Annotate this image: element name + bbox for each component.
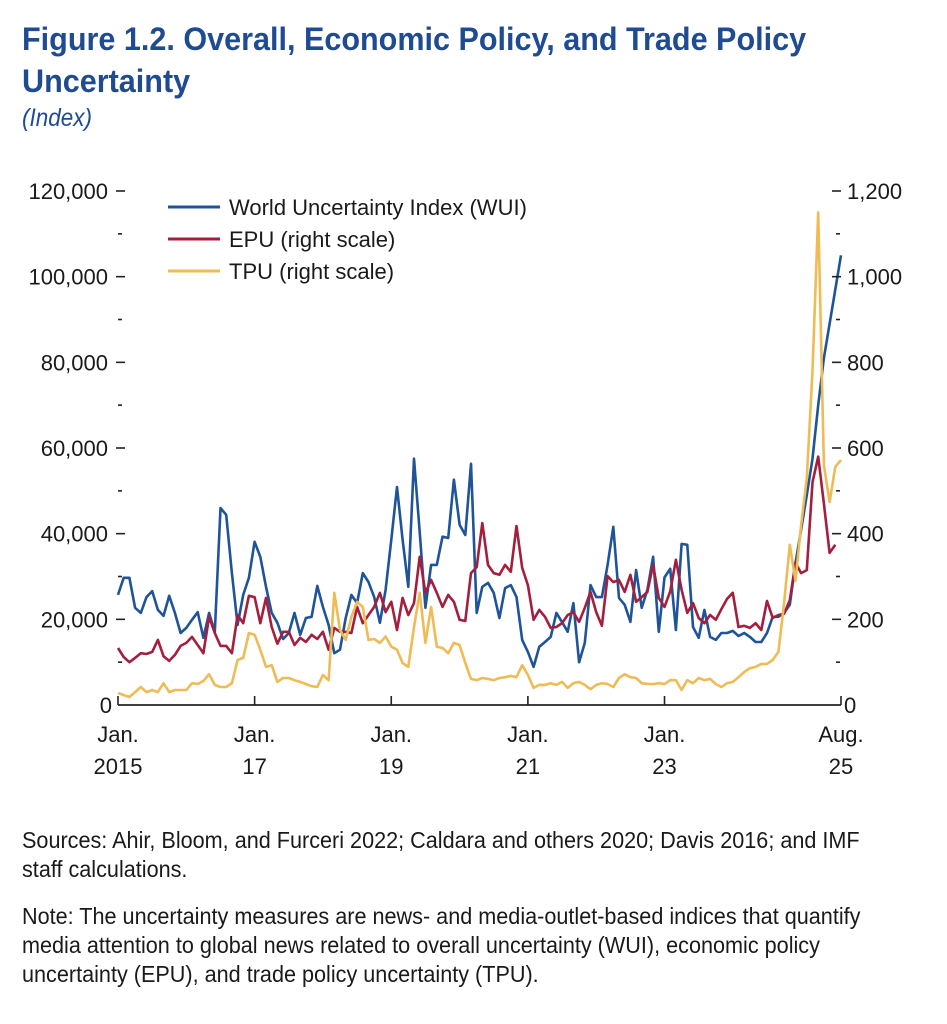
- x-tick-label-month: Aug.: [818, 722, 863, 747]
- legend-label-epu: EPU (right scale): [229, 227, 395, 252]
- x-tick-label-month: Jan.: [97, 722, 139, 747]
- x-tick-label-year: 17: [242, 754, 266, 779]
- plot-lines: [116, 211, 843, 699]
- methodology-note: Note: The uncertainty measures are news-…: [22, 902, 914, 989]
- figure-title-line-1: Figure 1.2. Overall, Economic Policy, an…: [22, 21, 807, 57]
- y-left-tick-label: 80,000: [41, 350, 108, 375]
- x-tick-label-month: Jan.: [370, 722, 412, 747]
- series-line-epu: [116, 455, 837, 664]
- x-tick-label-year: 23: [652, 754, 676, 779]
- y-right-tick-label: 400: [847, 522, 884, 547]
- series-line-tpu: [117, 211, 842, 699]
- y-left-tick-label: 0: [100, 693, 112, 718]
- note-line: uncertainty (EPU), and trade policy unce…: [22, 961, 539, 987]
- y-left-tick-label: 60,000: [41, 436, 108, 461]
- y-left-tick-label: 40,000: [41, 522, 108, 547]
- note-line: media attention to global news related t…: [22, 932, 820, 958]
- figure-subtitle: (Index): [22, 104, 93, 132]
- y-right-tick-label: 600: [847, 436, 884, 461]
- series-line-wui: [116, 255, 843, 669]
- x-tick-label-year: 21: [516, 754, 540, 779]
- x-tick-label-month: Jan.: [644, 722, 686, 747]
- x-tick-label-year: 2015: [94, 754, 143, 779]
- x-tick-label-month: Jan.: [234, 722, 276, 747]
- y-left-tick-label: 20,000: [41, 607, 108, 632]
- figure-title-line-2: Uncertainty: [22, 63, 191, 99]
- sources-note: Sources: Ahir, Bloom, and Furceri 2022; …: [22, 826, 913, 884]
- y-right-tick-label: 1,000: [847, 265, 902, 290]
- y-right-tick-label: 200: [847, 607, 884, 632]
- y-right-tick-label: 0: [844, 693, 856, 718]
- x-tick-label-year: 25: [829, 754, 853, 779]
- figure-title: Figure 1.2. Overall, Economic Policy, an…: [22, 18, 843, 102]
- chart: Jan. 2015 Jan. 17 Jan. 19 Jan. 21 Jan. 23 Aug. 25 0 2…: [28, 179, 902, 779]
- legend-label-tpu: TPU (right scale): [229, 259, 394, 284]
- y-left-tick-label: 100,000: [28, 265, 108, 290]
- y-right-tick-label: 1,200: [847, 179, 902, 204]
- x-tick-label-year: 19: [379, 754, 403, 779]
- y-left-tick-label: 120,000: [28, 179, 108, 204]
- axes: Jan. 2015 Jan. 17 Jan. 19 Jan. 21 Jan. 23 Aug. 25 0 2…: [28, 179, 902, 779]
- y-right-tick-label: 800: [847, 350, 884, 375]
- sources-line: Sources: Ahir, Bloom, and Furceri 2022; …: [22, 827, 860, 853]
- note-line: Note: The uncertainty measures are news-…: [22, 903, 861, 929]
- legend: World Uncertainty Index (WUI) EPU (right…: [168, 195, 527, 284]
- x-tick-label-month: Jan.: [507, 722, 549, 747]
- legend-label-wui: World Uncertainty Index (WUI): [229, 195, 527, 220]
- sources-line: staff calculations.: [22, 856, 188, 882]
